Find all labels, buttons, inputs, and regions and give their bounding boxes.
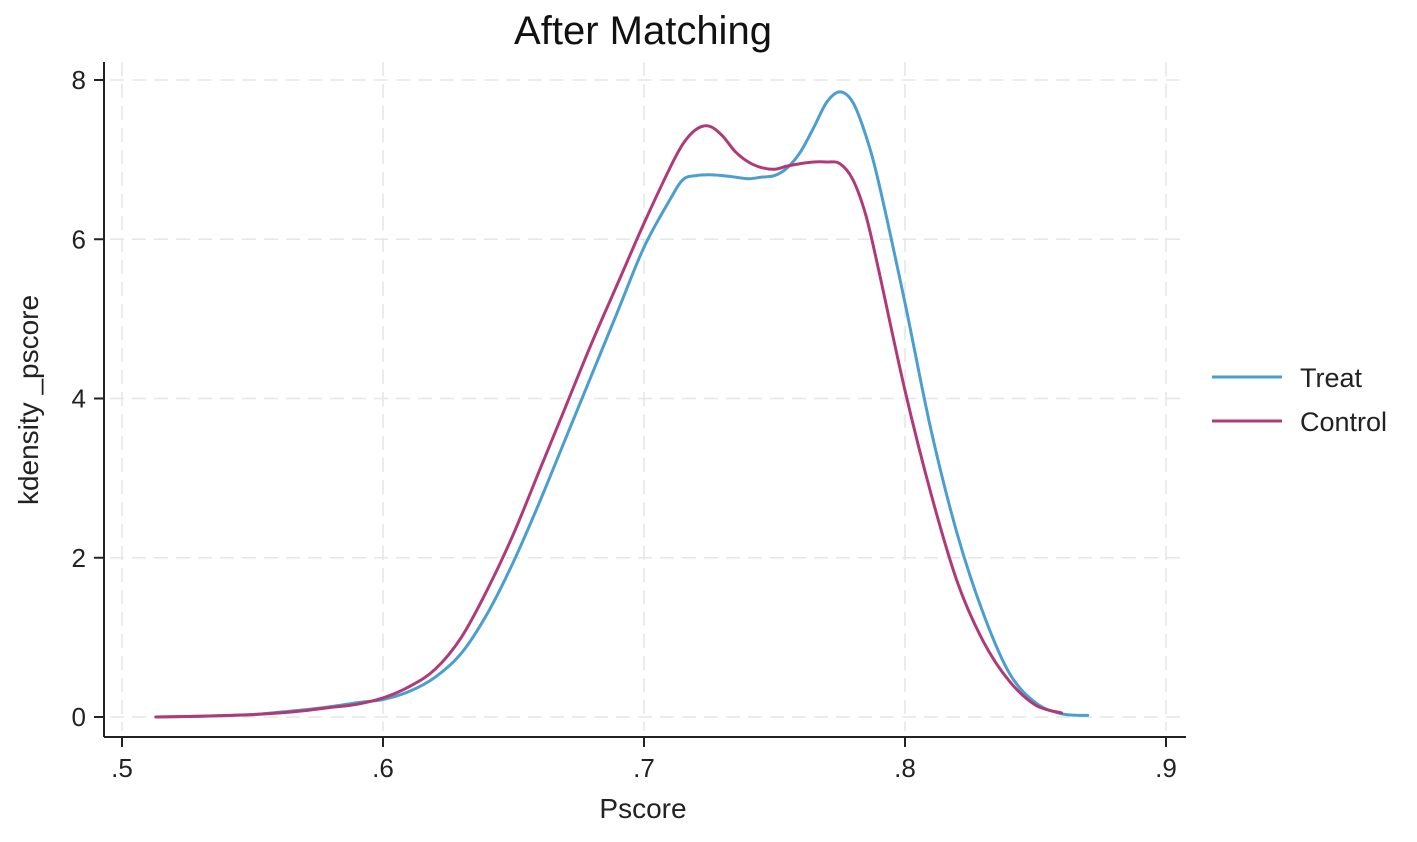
series-layer bbox=[154, 90, 1090, 719]
y-tick-label: 6 bbox=[72, 224, 86, 254]
series-line-control bbox=[154, 124, 1064, 719]
y-gridlines bbox=[110, 79, 1186, 718]
y-ticks: 0 2 4 6 8 bbox=[72, 65, 104, 732]
y-tick-label: 0 bbox=[72, 702, 86, 732]
x-tick-label: .8 bbox=[894, 753, 916, 783]
series-line-treat bbox=[154, 90, 1090, 719]
x-tick-label: .6 bbox=[372, 753, 394, 783]
y-tick-label: 2 bbox=[72, 543, 86, 573]
x-ticks: .5 .6 .7 .8 .9 bbox=[111, 737, 1177, 783]
x-tick-label: .9 bbox=[1155, 753, 1177, 783]
chart-title: After Matching bbox=[514, 9, 772, 53]
x-tick-label: .7 bbox=[633, 753, 655, 783]
legend-label-control: Control bbox=[1300, 407, 1387, 437]
x-tick-label: .5 bbox=[111, 753, 133, 783]
legend-label-treat: Treat bbox=[1300, 363, 1363, 393]
y-tick-label: 4 bbox=[72, 384, 86, 414]
x-gridlines bbox=[121, 62, 1167, 731]
y-tick-label: 8 bbox=[72, 65, 86, 95]
x-axis-label: Pscore bbox=[599, 793, 686, 824]
legend: Treat Control bbox=[1212, 363, 1387, 437]
y-axis-label: kdensity _pscore bbox=[13, 295, 44, 505]
